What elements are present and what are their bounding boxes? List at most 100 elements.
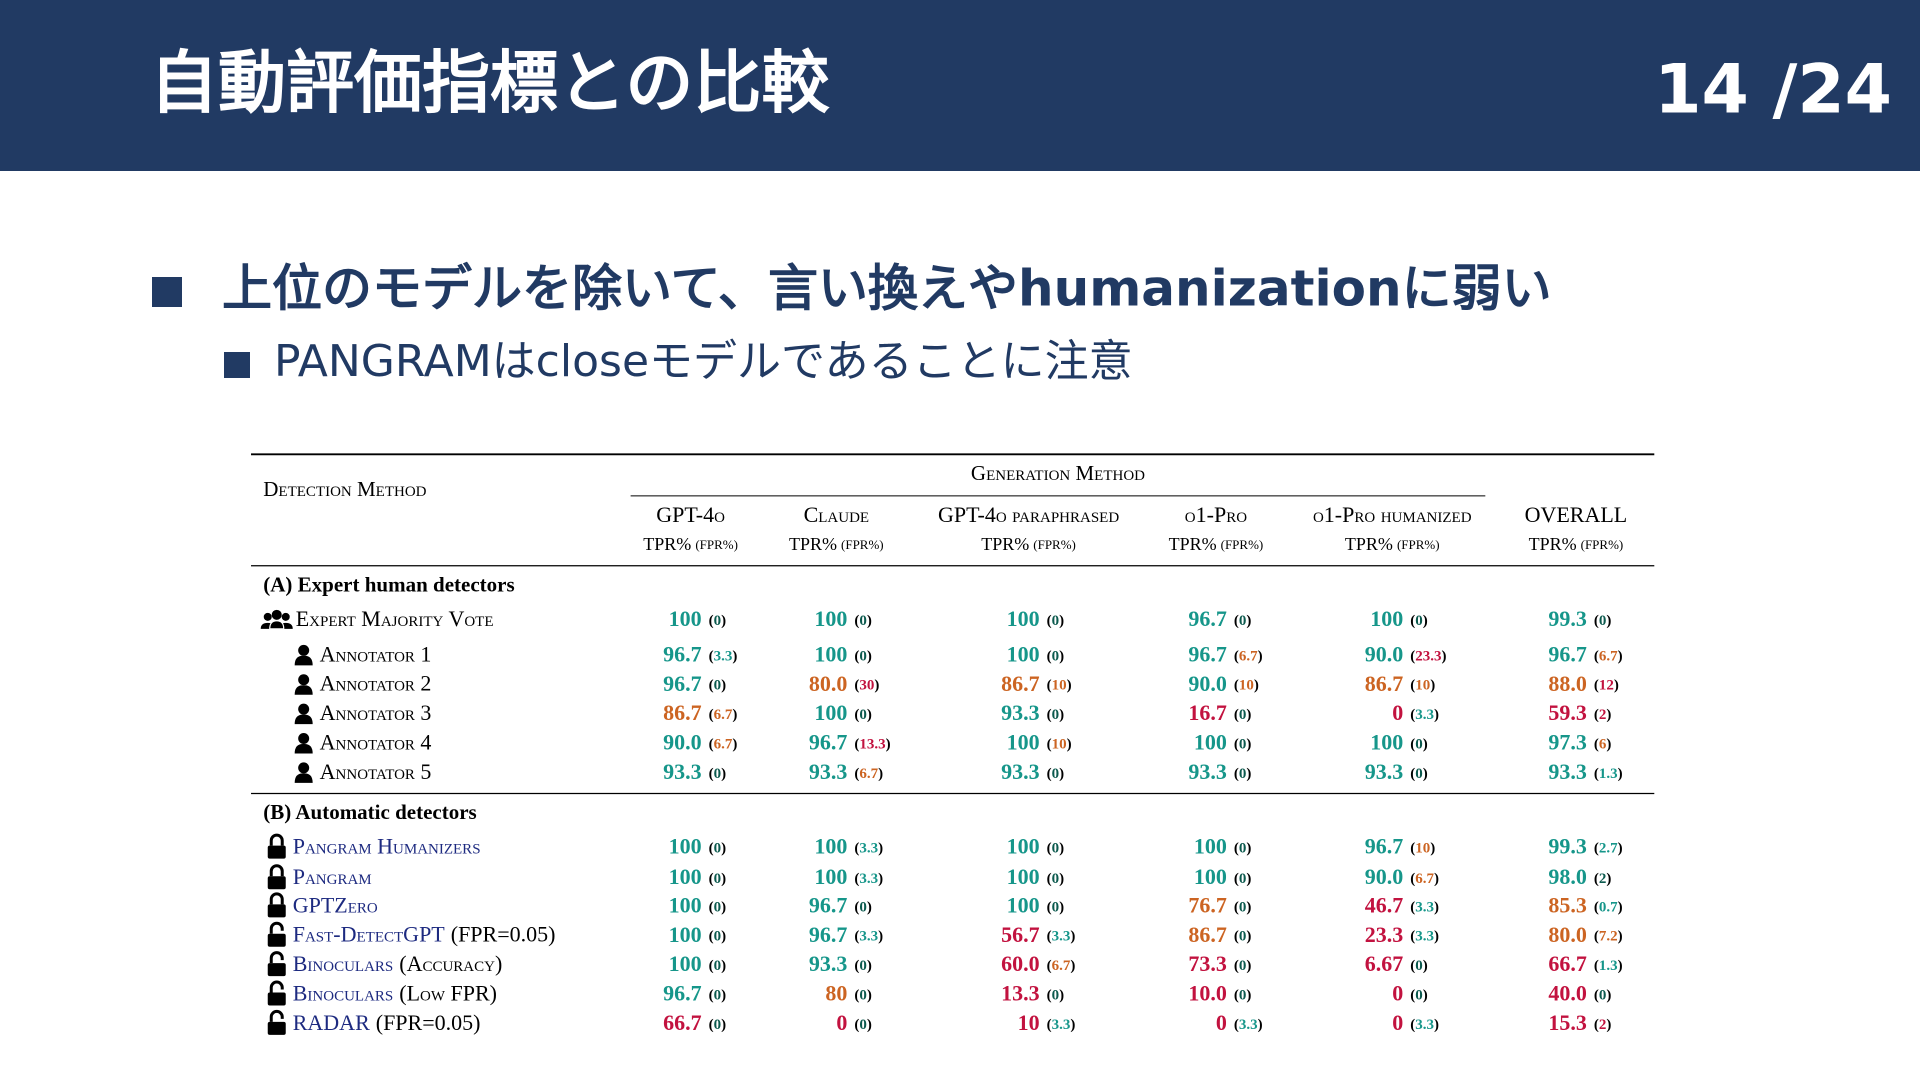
fpr-number: 0 bbox=[714, 988, 722, 1004]
fpr-value: (10) bbox=[1047, 737, 1072, 753]
icon-shackle bbox=[269, 892, 284, 905]
tpr-value: 0 bbox=[1392, 700, 1403, 725]
tpr-value: 100 bbox=[1194, 834, 1227, 859]
paren: ) bbox=[732, 649, 737, 665]
method-label: Annotator 4 bbox=[320, 730, 432, 755]
paren: ) bbox=[721, 1017, 726, 1033]
tpr-value: 99.3 bbox=[1548, 606, 1587, 631]
tpr-value: 100 bbox=[669, 951, 702, 976]
icon-lock-body bbox=[267, 933, 286, 947]
icon-unlock bbox=[267, 951, 286, 977]
fpr-number: 23.3 bbox=[1415, 649, 1441, 665]
icon-shackle bbox=[269, 980, 284, 993]
paren: ) bbox=[1246, 766, 1251, 782]
fpr-value: (0) bbox=[1410, 959, 1428, 975]
header-bar bbox=[0, 0, 1920, 171]
paren: ) bbox=[1618, 766, 1623, 782]
paren: ) bbox=[1434, 929, 1439, 945]
paren: ( bbox=[1047, 988, 1052, 1004]
detection-header: Detection Method bbox=[263, 477, 426, 501]
method-note: (FPR=0.05) bbox=[451, 922, 556, 947]
method-name: Pangram Humanizers bbox=[293, 834, 481, 859]
paren: ) bbox=[1246, 737, 1251, 753]
tpr-value: 93.3 bbox=[809, 759, 848, 784]
fpr-value: (6.7) bbox=[1234, 649, 1263, 665]
paren: ( bbox=[1047, 708, 1052, 724]
paren: ( bbox=[854, 708, 859, 724]
paren: ) bbox=[1246, 872, 1251, 888]
paren: ( bbox=[1594, 613, 1599, 629]
fpr-number: 6 bbox=[1599, 737, 1607, 753]
paren: ( bbox=[1234, 841, 1239, 857]
bullet-text: 上位のモデルを除いて、言い換えやhumanizationに弱い bbox=[222, 260, 1552, 318]
paren: ) bbox=[1059, 872, 1064, 888]
fpr-value: (0) bbox=[1047, 766, 1065, 782]
method-label: Pangram bbox=[293, 864, 372, 889]
fpr-label: (FPR%) bbox=[1397, 537, 1440, 552]
tpr-value: 100 bbox=[669, 864, 702, 889]
paren: ) bbox=[886, 737, 891, 753]
paren: ( bbox=[854, 1017, 859, 1033]
tpr-value: 10.0 bbox=[1188, 981, 1227, 1006]
fpr-label: (FPR%) bbox=[841, 537, 884, 552]
fpr-value: (0) bbox=[709, 1017, 727, 1033]
paren: ( bbox=[1047, 649, 1052, 665]
tpr-value: 0 bbox=[1392, 981, 1403, 1006]
fpr-value: (2) bbox=[1594, 708, 1612, 724]
paren: ) bbox=[721, 900, 726, 916]
fpr-number: 0 bbox=[1052, 900, 1060, 916]
generation-header: Generation Method bbox=[971, 461, 1145, 485]
fpr-number: 0.7 bbox=[1599, 900, 1618, 916]
sub-bullet-text: PANGRAMはcloseモデルであることに注意 bbox=[274, 336, 1133, 387]
fpr-number: 0 bbox=[1599, 988, 1607, 1004]
fpr-value: (0) bbox=[1234, 872, 1252, 888]
icon-head bbox=[298, 674, 310, 686]
paren: ) bbox=[1059, 841, 1064, 857]
paren: ) bbox=[721, 872, 726, 888]
fpr-number: 0 bbox=[1239, 959, 1247, 975]
fpr-value: (0) bbox=[1234, 988, 1252, 1004]
fpr-value: (0) bbox=[709, 766, 727, 782]
paren: ) bbox=[1606, 988, 1611, 1004]
paren: ( bbox=[1047, 900, 1052, 916]
paren: ) bbox=[1618, 959, 1623, 975]
method-note: (Accuracy) bbox=[399, 951, 502, 976]
fpr-value: (0) bbox=[1047, 988, 1065, 1004]
method-name: Annotator 5 bbox=[320, 759, 432, 784]
paren: ( bbox=[1594, 841, 1599, 857]
fpr-value: (2) bbox=[1594, 1017, 1612, 1033]
fpr-number: 6.7 bbox=[1599, 649, 1618, 665]
fpr-value: (0) bbox=[854, 1017, 872, 1033]
fpr-number: 6.7 bbox=[714, 737, 733, 753]
fpr-value: (10) bbox=[1410, 678, 1435, 694]
tpr-label: TPR% bbox=[1529, 534, 1577, 554]
fpr-value: (0) bbox=[1234, 959, 1252, 975]
fpr-number: 12 bbox=[1599, 678, 1614, 694]
fpr-number: 10 bbox=[1052, 678, 1067, 694]
tpr-value: 93.3 bbox=[1548, 759, 1587, 784]
paren: ( bbox=[1234, 613, 1239, 629]
paren: ( bbox=[1594, 959, 1599, 975]
tpr-value: 96.7 bbox=[663, 981, 702, 1006]
paren: ( bbox=[1410, 613, 1415, 629]
paren: ) bbox=[1258, 1017, 1263, 1033]
fpr-value: (3.3) bbox=[1047, 929, 1076, 945]
fpr-number: 0 bbox=[1415, 613, 1423, 629]
paren: ( bbox=[709, 649, 714, 665]
fpr-number: 0 bbox=[1239, 737, 1247, 753]
fpr-value: (0) bbox=[1234, 929, 1252, 945]
tpr-label: TPR% bbox=[643, 534, 691, 554]
paren: ) bbox=[878, 929, 883, 945]
paren: ) bbox=[1423, 766, 1428, 782]
paren: ( bbox=[709, 737, 714, 753]
tpr-value: 100 bbox=[1007, 606, 1040, 631]
tpr-value: 100 bbox=[814, 641, 847, 666]
tpr-label: TPR% bbox=[789, 534, 837, 554]
fpr-value: (3.3) bbox=[854, 841, 883, 857]
tpr-value: 88.0 bbox=[1548, 671, 1587, 696]
fpr-number: 0 bbox=[714, 678, 722, 694]
fpr-value: (30) bbox=[854, 678, 879, 694]
icon-head bbox=[298, 703, 310, 715]
paren: ( bbox=[1234, 1017, 1239, 1033]
method-name: Binoculars (Low FPR) bbox=[293, 981, 497, 1006]
